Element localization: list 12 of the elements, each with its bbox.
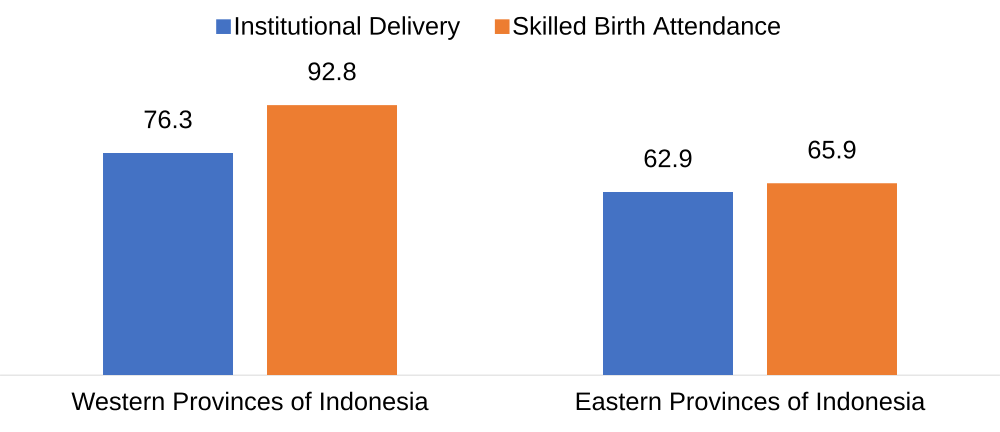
data-label: 65.9 [808, 140, 856, 159]
legend-label: Institutional Delivery [236, 16, 460, 40]
bar [103, 153, 234, 375]
x-tick-label: Western Provinces of Indonesia [72, 392, 429, 410]
bar [767, 183, 897, 375]
bar [267, 105, 398, 375]
x-tick-label: Eastern Provinces of Indonesia [576, 392, 926, 410]
data-label: 76.3 [144, 110, 192, 128]
legend-label: Skilled Birth Attendance [513, 16, 780, 35]
bar [603, 192, 733, 375]
data-label: 62.9 [644, 149, 692, 168]
data-label: 92.8 [308, 62, 356, 80]
